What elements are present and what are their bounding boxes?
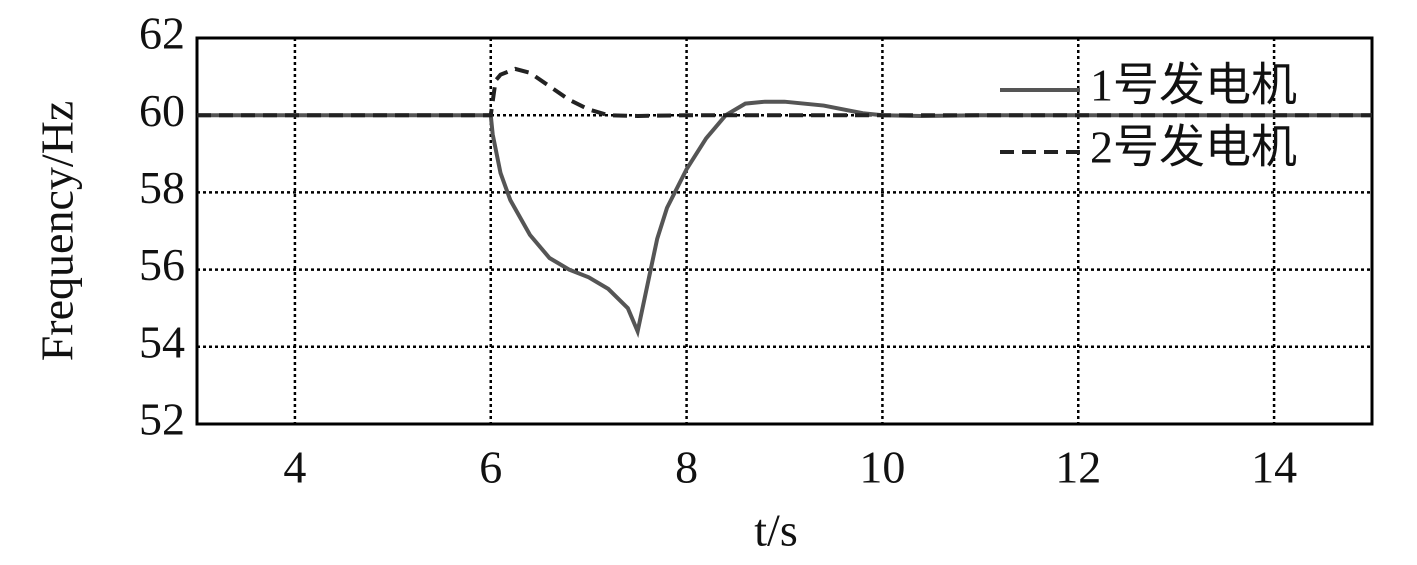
y-tick-label: 60 bbox=[139, 85, 185, 136]
x-tick-label: 12 bbox=[1055, 442, 1101, 493]
x-tick-label: 14 bbox=[1251, 442, 1297, 493]
line-series bbox=[197, 99, 1372, 339]
x-tick-label: 6 bbox=[479, 442, 502, 493]
y-tick-label: 52 bbox=[139, 394, 185, 445]
legend-label: 1号发电机 bbox=[1090, 60, 1297, 111]
legend-label: 2号发电机 bbox=[1090, 122, 1297, 173]
y-axis-label: Frequency/Hz bbox=[32, 101, 83, 362]
x-axis-label: t/s bbox=[754, 505, 797, 556]
line-series bbox=[197, 66, 1372, 118]
x-tick-label: 8 bbox=[675, 442, 698, 493]
y-tick-label: 58 bbox=[139, 162, 185, 213]
y-tick-label: 62 bbox=[139, 8, 185, 59]
plot-frame bbox=[195, 36, 1374, 426]
y-tick-label: 54 bbox=[139, 316, 185, 367]
y-tick-label: 56 bbox=[139, 239, 185, 290]
x-tick-label: 4 bbox=[283, 442, 306, 493]
x-tick-label: 10 bbox=[859, 442, 905, 493]
